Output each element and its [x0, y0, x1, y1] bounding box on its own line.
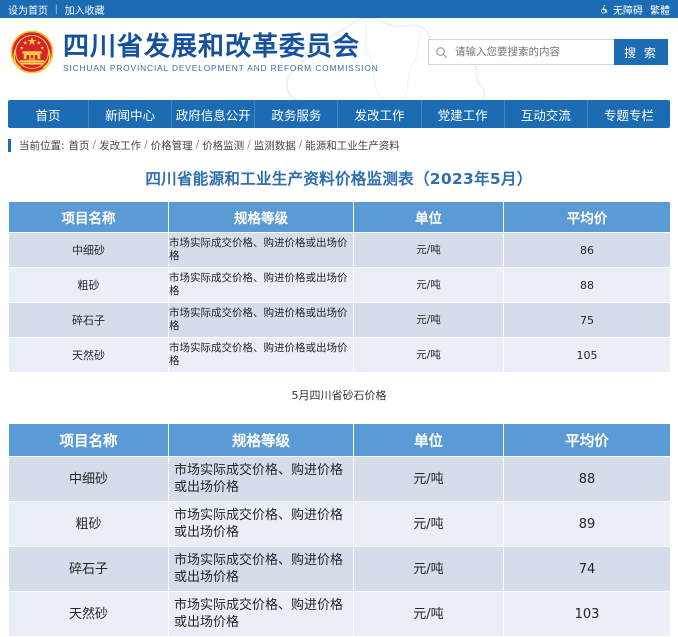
price-table-1: 项目名称 规格等级 单位 平均价 中细砂 市场实际成交价格、购进价格或出场价格 … — [8, 201, 671, 373]
breadcrumb-separator: / — [144, 139, 148, 151]
site-search: 搜 索 — [428, 39, 668, 65]
cell-average-price: 75 — [503, 302, 671, 338]
breadcrumb-item-energy-industrial-materials[interactable]: 能源和工业生产资料 — [305, 139, 400, 152]
nav-item-interaction[interactable]: 互动交流 — [505, 100, 588, 128]
cell-unit: 元/吨 — [353, 546, 504, 592]
cell-average-price: 105 — [503, 337, 671, 373]
table-header-row: 项目名称 规格等级 单位 平均价 — [8, 201, 671, 233]
table-row: 碎石子 市场实际成交价格、购进价格或出场价格 元/吨 75 — [8, 302, 671, 338]
cell-item-name: 天然砂 — [8, 337, 169, 373]
top-utility-right: 无障碍 繁體 — [599, 2, 670, 17]
breadcrumb-separator: / — [298, 139, 303, 151]
cell-specification: 市场实际成交价格、购进价格或出场价格 — [168, 302, 354, 338]
breadcrumb-item-price-management[interactable]: 价格管理 — [150, 139, 193, 152]
nav-item-government-info-disclosure[interactable]: 政府信息公开 — [172, 100, 256, 128]
table-row: 粗砂 市场实际成交价格、购进价格或出场价格 元/吨 88 — [8, 267, 671, 303]
price-table-2: 项目名称 规格等级 单位 平均价 中细砂 市场实际成交价格、购进价格或出场价格 … — [8, 423, 671, 637]
column-header-average-price: 平均价 — [503, 201, 671, 233]
column-header-specification: 规格等级 — [168, 201, 354, 233]
cell-unit: 元/吨 — [353, 267, 504, 303]
column-header-specification: 规格等级 — [168, 423, 354, 457]
table-row: 天然砂 市场实际成交价格、购进价格或出场价格 元/吨 103 — [8, 591, 671, 637]
site-logo[interactable]: 四川省发展和改革委员会 SICHUAN PROVINCIAL DEVELOPME… — [10, 30, 378, 74]
table-row: 中细砂 市场实际成交价格、购进价格或出场价格 元/吨 88 — [8, 456, 671, 502]
column-header-item-name: 项目名称 — [8, 423, 169, 457]
cell-unit: 元/吨 — [353, 337, 504, 373]
cell-specification: 市场实际成交价格、购进价格或出场价格 — [168, 591, 354, 637]
cell-specification: 市场实际成交价格、购进价格或出场价格 — [168, 456, 354, 502]
accessibility-label: 无障碍 — [613, 5, 643, 17]
cell-unit: 元/吨 — [353, 232, 504, 268]
table-header-row: 项目名称 规格等级 单位 平均价 — [8, 423, 671, 457]
column-header-item-name: 项目名称 — [8, 201, 169, 233]
table-caption: 5月四川省砂石价格 — [291, 389, 387, 402]
cell-item-name: 中细砂 — [8, 456, 169, 502]
cell-item-name: 天然砂 — [8, 591, 169, 637]
cell-item-name: 碎石子 — [8, 302, 169, 338]
breadcrumb-separator: / — [247, 139, 251, 151]
cell-specification: 市场实际成交价格、购进价格或出场价格 — [168, 501, 354, 547]
top-utility-left: 设为首页 | 加入收藏 — [8, 2, 105, 17]
wheelchair-icon — [599, 4, 609, 14]
cell-specification: 市场实际成交价格、购进价格或出场价格 — [168, 546, 354, 592]
cell-specification: 市场实际成交价格、购进价格或出场价格 — [168, 232, 354, 268]
cell-average-price: 74 — [503, 546, 671, 592]
cell-average-price: 88 — [503, 456, 671, 502]
cell-unit: 元/吨 — [353, 456, 504, 502]
cell-unit: 元/吨 — [353, 591, 504, 637]
cell-specification: 市场实际成交价格、购进价格或出场价格 — [168, 337, 354, 373]
cell-average-price: 89 — [503, 501, 671, 547]
search-field-wrapper[interactable] — [428, 39, 614, 65]
nav-item-government-services[interactable]: 政务服务 — [255, 100, 339, 128]
cell-average-price: 86 — [503, 232, 671, 268]
cell-item-name: 碎石子 — [8, 546, 169, 592]
set-homepage-link[interactable]: 设为首页 — [8, 5, 48, 17]
nav-item-party-building[interactable]: 党建工作 — [422, 100, 505, 128]
breadcrumb-item-home[interactable]: 首页 — [68, 139, 90, 152]
column-header-average-price: 平均价 — [503, 423, 671, 457]
table-row: 天然砂 市场实际成交价格、购进价格或出场价格 元/吨 105 — [8, 337, 671, 373]
top-utility-bar: 设为首页 | 加入收藏 无障碍 繁體 — [0, 0, 678, 18]
column-header-unit: 单位 — [353, 423, 504, 457]
breadcrumb-label: 当前位置: — [19, 139, 65, 152]
table-row: 粗砂 市场实际成交价格、购进价格或出场价格 元/吨 89 — [8, 501, 671, 547]
breadcrumb-separator: / — [92, 139, 97, 151]
nav-item-development-reform-work[interactable]: 发改工作 — [338, 100, 422, 128]
cell-average-price: 88 — [503, 267, 671, 303]
cell-item-name: 粗砂 — [8, 501, 169, 547]
site-header: 四川省发展和改革委员会 SICHUAN PROVINCIAL DEVELOPME… — [0, 18, 678, 100]
org-name-en: SICHUAN PROVINCIAL DEVELOPMENT AND REFOR… — [63, 63, 379, 73]
add-favorite-link[interactable]: 加入收藏 — [64, 5, 105, 17]
cell-average-price: 103 — [503, 591, 671, 637]
national-emblem-icon — [10, 30, 54, 74]
breadcrumb-marker — [8, 138, 11, 152]
traditional-chinese-link[interactable]: 繁體 — [650, 5, 670, 17]
logo-text-block: 四川省发展和改革委员会 SICHUAN PROVINCIAL DEVELOPME… — [63, 31, 378, 73]
breadcrumb-item-monitoring-data[interactable]: 监测数据 — [253, 139, 296, 152]
cell-unit: 元/吨 — [353, 302, 504, 338]
search-button[interactable]: 搜 索 — [614, 39, 668, 65]
search-input[interactable] — [453, 45, 608, 59]
breadcrumb: 当前位置: 首页 / 发改工作 / 价格管理 / 价格监测 / 监测数据 / 能… — [8, 137, 670, 153]
breadcrumb-separator: / — [195, 139, 200, 151]
nav-item-special-columns[interactable]: 专题专栏 — [603, 107, 654, 123]
main-navigation: 首页 新闻中心 政府信息公开 政务服务 发改工作 党建工作 互动交流 专题专栏 — [8, 100, 670, 128]
topbar-divider: | — [55, 3, 58, 15]
column-header-unit: 单位 — [353, 201, 504, 233]
cell-item-name: 粗砂 — [8, 267, 169, 303]
accessibility-link[interactable]: 无障碍 — [599, 2, 643, 17]
cell-specification: 市场实际成交价格、购进价格或出场价格 — [168, 267, 354, 303]
table-row: 中细砂 市场实际成交价格、购进价格或出场价格 元/吨 86 — [8, 232, 671, 268]
nav-item-news-center[interactable]: 新闻中心 — [89, 100, 173, 128]
page-title: 四川省能源和工业生产资料价格监测表（2023年5月） — [145, 170, 533, 188]
breadcrumb-item-price-monitoring[interactable]: 价格监测 — [202, 139, 245, 152]
cell-item-name: 中细砂 — [8, 232, 169, 268]
org-name-cn: 四川省发展和改革委员会 — [63, 31, 361, 62]
cell-unit: 元/吨 — [353, 501, 504, 547]
breadcrumb-list: 首页 / 发改工作 / 价格管理 / 价格监测 / 监测数据 / 能源和工业生产… — [69, 138, 400, 153]
breadcrumb-item-development-reform-work[interactable]: 发改工作 — [99, 139, 142, 152]
table-row: 碎石子 市场实际成交价格、购进价格或出场价格 元/吨 74 — [8, 546, 671, 592]
nav-item-home[interactable]: 首页 — [8, 100, 89, 128]
search-icon — [436, 46, 448, 58]
